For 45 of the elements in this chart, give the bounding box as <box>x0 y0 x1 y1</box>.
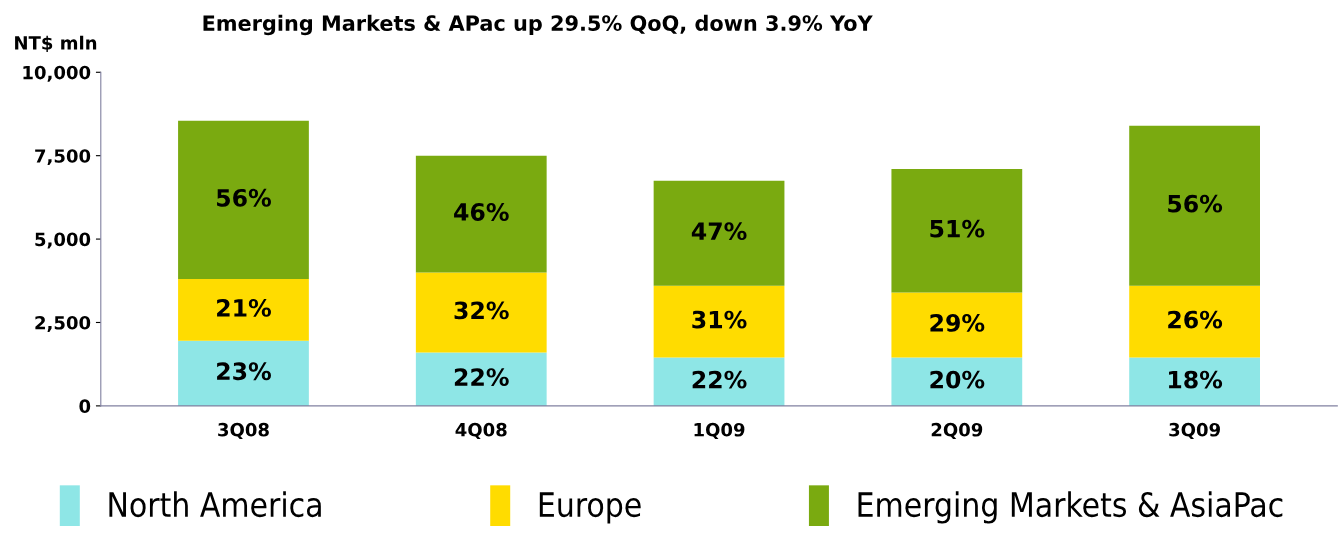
annotation: 21% <box>217 298 271 317</box>
annotation: 46% <box>454 203 509 221</box>
bar <box>415 272 547 353</box>
annotation: 22% <box>454 368 509 387</box>
annotation: 20% <box>930 370 985 389</box>
annotation: 26% <box>1168 310 1223 329</box>
bar <box>653 357 785 406</box>
annotation: 29% <box>930 313 985 332</box>
x-tick-label: 3Q09 <box>1169 422 1220 439</box>
x-tick-label: 1Q09 <box>694 422 745 439</box>
annotation: 31% <box>692 310 747 329</box>
bar <box>891 169 1023 293</box>
annotation: 56% <box>217 188 271 207</box>
bar <box>653 180 785 286</box>
annotation: 18% <box>1169 370 1223 389</box>
annotation: 32% <box>454 301 509 320</box>
x-tick-label: 4Q08 <box>455 422 507 439</box>
annotation: 47% <box>691 222 747 241</box>
legend-label: North America <box>109 491 321 518</box>
bar <box>415 352 547 406</box>
annotation: 23% <box>217 362 271 381</box>
bar <box>178 279 309 341</box>
y-tick-label: 5,000 <box>35 232 91 249</box>
bar <box>891 357 1023 406</box>
x-tick-label: 2Q09 <box>931 422 983 439</box>
legend-label: Emerging Markets & AsiaPac <box>858 491 1283 524</box>
bar <box>1129 125 1260 286</box>
legend-label: Europe <box>539 492 641 524</box>
bar <box>653 285 785 358</box>
annotation: 22% <box>692 370 747 389</box>
bar <box>178 340 309 406</box>
y-tick-label: 2,500 <box>35 315 91 332</box>
bar <box>415 155 547 273</box>
y-tick-label: 0 <box>79 399 91 413</box>
bar <box>1129 357 1260 406</box>
x-tick-label: 3Q08 <box>218 422 269 439</box>
chart-title: Emerging Markets & APac up 29.5% QoQ, down 3.9% YoY <box>203 14 873 36</box>
bar <box>1129 285 1260 358</box>
y-tick-label: 7,500 <box>35 149 91 166</box>
annotation: 56% <box>1168 194 1223 213</box>
annotation: 51% <box>930 219 985 238</box>
bar <box>891 292 1023 358</box>
bar <box>178 120 309 280</box>
y-tick-label: 10,000 <box>23 65 91 82</box>
y-axis-title: NT$ mln <box>15 35 97 53</box>
